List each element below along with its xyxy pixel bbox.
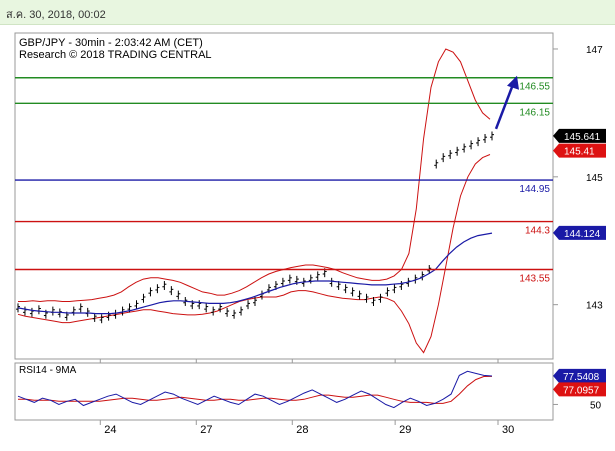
rsi-label: RSI14 - 9MA [19, 365, 77, 376]
x-tick-label: 24 [104, 424, 116, 436]
price-badge-label: 145.41 [564, 147, 595, 158]
projection-arrow-line [494, 81, 516, 130]
projection-arrow-head [507, 75, 519, 90]
level-label: 144.95 [519, 184, 550, 195]
x-tick-label: 30 [502, 424, 514, 436]
x-tick-label: 29 [399, 424, 411, 436]
rsi-line [17, 370, 493, 409]
rsi-ma-line [18, 375, 493, 404]
moving-average-line [17, 232, 493, 315]
x-tick-label: 28 [296, 424, 308, 436]
main-panel [14, 32, 554, 360]
level-label: 146.15 [519, 107, 550, 118]
y-tick-label: 143 [586, 301, 603, 312]
rsi-badge [553, 382, 606, 397]
price-badge-label: 145.641 [564, 132, 601, 143]
y-tick-label: 145 [586, 173, 603, 184]
rsi-y-tick-label: 50 [590, 400, 602, 411]
chart-title: GBP/JPY - 30min - 2:03:42 AM (CET) [19, 37, 203, 49]
y-tick-label: 147 [586, 45, 603, 56]
price-badge [553, 225, 606, 240]
level-label: 143.55 [519, 274, 550, 285]
bollinger-lower [17, 154, 491, 354]
price-badge [553, 128, 606, 143]
bollinger-upper [18, 48, 491, 303]
rsi-badge [553, 368, 606, 383]
rsi-panel [14, 362, 554, 421]
level-label: 144.3 [525, 226, 550, 237]
price-badge-label: 144.124 [564, 229, 601, 240]
rsi-badge-label: 77.0957 [563, 385, 600, 396]
price-badge [553, 143, 606, 158]
chart-subtitle: Research © 2018 TRADING CENTRAL [19, 49, 212, 61]
header-datetime: ส.ค. 30, 2018, 00:02 [6, 9, 106, 21]
rsi-badge-label: 77.5408 [563, 372, 600, 383]
header-bar: ส.ค. 30, 2018, 00:02 [0, 0, 615, 25]
level-label: 146.55 [519, 82, 550, 93]
x-tick-label: 27 [200, 424, 212, 436]
